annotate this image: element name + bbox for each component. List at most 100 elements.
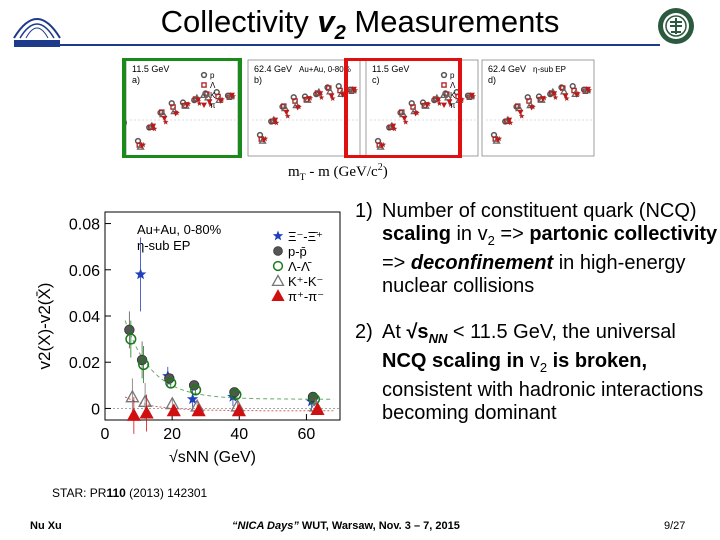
strip-data-point <box>518 113 525 119</box>
strip-data-point <box>446 99 453 105</box>
strip-data-point <box>352 87 359 93</box>
strip-legend-label: π <box>450 101 456 110</box>
strip-data-point <box>517 109 524 116</box>
strip-data-point <box>447 101 454 107</box>
footer-page-number: 9/27 <box>664 520 686 532</box>
data-point <box>310 402 325 416</box>
strip-data-point <box>150 123 157 130</box>
legend-marker <box>273 246 283 256</box>
footer-author: Nu Xu <box>30 520 62 532</box>
strip-legend-marker <box>201 102 207 108</box>
strip-legend-marker <box>441 82 447 88</box>
strip-data-point <box>402 119 409 125</box>
panel-energy: 11.5 GeV <box>372 64 409 74</box>
y-tick-label: 0.06 <box>69 263 100 280</box>
green-highlight-box <box>122 58 242 158</box>
strip-legend-label: K <box>210 91 216 100</box>
strip-data-point <box>586 87 593 93</box>
strip-data-point <box>530 104 536 110</box>
legend-label: p-p̄ <box>288 244 307 259</box>
data-point <box>191 403 206 417</box>
legend-label: π⁺-π⁻ <box>288 289 324 304</box>
explanation-text: 1) Number of constituent quark (NCQ) sca… <box>355 200 720 425</box>
strip-legend-marker <box>439 90 449 99</box>
strip-data-point <box>170 104 176 110</box>
strip-legend-marker <box>200 71 208 79</box>
strip-data-point <box>196 100 203 106</box>
footer-event: “NICA Days” WUT, Warsaw, Nov. 3 – 7, 201… <box>232 520 460 532</box>
strip-data-point <box>380 141 387 148</box>
strip-data-point <box>290 94 297 101</box>
strip-data-point <box>284 113 291 119</box>
strip-data-point <box>425 101 432 107</box>
strip-data-point <box>436 100 443 106</box>
strip-data-point <box>562 93 569 99</box>
strip-data-point <box>410 104 416 110</box>
data-point <box>138 358 150 371</box>
legend-label: Λ-Λ̄ <box>288 259 312 274</box>
mt-axis-label: mT - m (GeV/c2) <box>288 162 388 183</box>
strip-legend-label: Λ <box>450 81 456 90</box>
y-tick-label: 0.08 <box>69 217 100 234</box>
strip-data-point <box>206 99 213 105</box>
strip-data-point <box>435 97 442 103</box>
panel-energy: 11.5 GeV <box>132 64 169 74</box>
y-tick-label: 0 <box>91 401 100 418</box>
strip-data-point <box>328 93 335 99</box>
legend-label: Ξ⁻-Ξ̄⁺ <box>288 229 323 244</box>
panel-letter: a) <box>132 75 140 85</box>
data-point <box>126 408 141 421</box>
panel-letter: c) <box>372 75 380 85</box>
strip-legend-marker <box>201 82 207 88</box>
strip-legend-label: Λ <box>210 81 216 90</box>
data-point <box>190 384 202 396</box>
strip-data-point <box>283 109 290 116</box>
panel-energy: 62.4 GeV <box>488 64 526 74</box>
strip-legend-label: p <box>450 71 455 80</box>
strip-data-point <box>329 95 336 101</box>
fit-curve-baryon <box>124 320 334 400</box>
strip-data-point <box>401 115 408 122</box>
chart-annotation: η-sub EP <box>137 238 190 253</box>
strip-data-point <box>506 117 513 124</box>
panel-letter: d) <box>488 75 496 85</box>
strip-data-point <box>318 94 325 100</box>
strip-data-point <box>272 117 279 124</box>
data-point <box>138 394 153 407</box>
strip-data-point <box>219 96 225 102</box>
strip-data-point <box>207 101 214 107</box>
legend-label: K⁺-K⁻ <box>288 274 323 289</box>
y-tick-label: 0.04 <box>69 309 100 326</box>
strip-data-point <box>391 125 398 132</box>
data-point <box>125 389 140 403</box>
strip-data-point <box>307 95 314 101</box>
lab-logo-icon <box>13 18 61 47</box>
panel-energy: 62.4 GeV <box>254 64 292 74</box>
fit-curve-meson <box>124 396 334 412</box>
strip-data-point <box>552 94 559 100</box>
panel-note: Au+Au, 0-80% <box>299 65 351 74</box>
v2-difference-chart: 0 0.02 0.04 0.06 0.08 0 20 40 60 v2(X)-v2(X̄) √sNN… <box>35 211 341 466</box>
strip-legend-label: p <box>210 71 215 80</box>
strip-data-point <box>168 100 175 107</box>
strip-data-point <box>408 100 415 107</box>
strip-legend-label: K <box>450 91 456 100</box>
data-point <box>124 324 135 336</box>
data-point <box>231 403 247 417</box>
point-1: 1) Number of constituent quark (NCQ) sca… <box>355 200 718 297</box>
reference-citation: STAR: PR110 (2013) 142301 <box>52 486 208 500</box>
data-point <box>134 268 147 280</box>
strip-data-point <box>140 141 147 148</box>
strip-data-point <box>273 119 280 126</box>
title-underline <box>60 44 660 46</box>
strip-legend-marker <box>199 90 209 99</box>
strip-data-point <box>496 135 503 142</box>
strip-data-point <box>541 95 548 101</box>
strip-legend-marker <box>440 71 448 79</box>
strip-data-point <box>414 110 420 116</box>
data-point <box>166 403 181 417</box>
data-point <box>230 389 242 401</box>
x-axis-label: √sNN (GeV) <box>169 449 256 466</box>
strip-data-point <box>162 119 169 125</box>
